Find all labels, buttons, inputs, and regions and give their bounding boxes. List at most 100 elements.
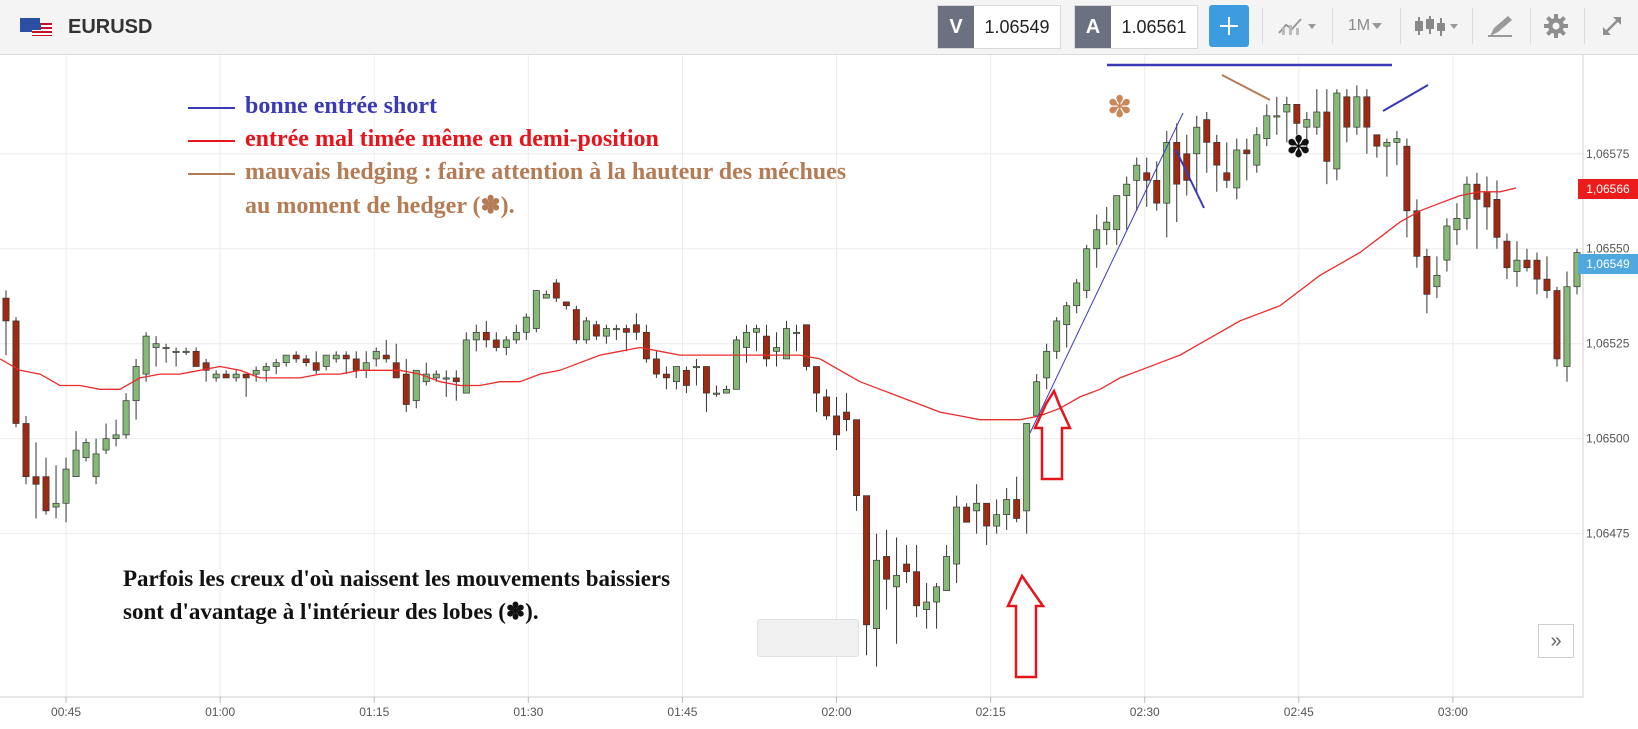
time-tick-label: 01:00 bbox=[205, 705, 235, 719]
candle bbox=[1083, 244, 1091, 299]
time-tick-label: 01:30 bbox=[513, 705, 543, 719]
candle bbox=[1543, 256, 1551, 299]
candle-body-up bbox=[1253, 134, 1261, 166]
timeframe-dropdown[interactable]: 1M bbox=[1340, 5, 1392, 47]
candle-body-up bbox=[1513, 259, 1521, 272]
candle-body-up bbox=[1033, 381, 1041, 417]
crosshair-button[interactable] bbox=[1209, 5, 1249, 47]
candle bbox=[1423, 248, 1431, 314]
candle bbox=[713, 385, 720, 397]
candle bbox=[993, 499, 1001, 534]
candle-body-up bbox=[52, 502, 60, 508]
candle-body-up bbox=[1023, 423, 1031, 512]
candle bbox=[823, 389, 830, 420]
candle bbox=[1313, 89, 1321, 135]
candle-body-up bbox=[1283, 104, 1291, 113]
candle-body-up bbox=[182, 350, 190, 353]
time-tick-label: 01:15 bbox=[359, 705, 389, 719]
candle-body-up bbox=[332, 354, 340, 360]
settings-button[interactable] bbox=[1536, 5, 1576, 47]
candle bbox=[552, 279, 560, 302]
candle-body-up bbox=[522, 316, 530, 333]
candle bbox=[1493, 180, 1501, 249]
candle-body-up bbox=[1043, 350, 1051, 379]
candle-body-up bbox=[1463, 183, 1471, 219]
candle bbox=[292, 351, 300, 363]
candle bbox=[1473, 172, 1481, 249]
candle-body-down bbox=[1483, 191, 1491, 208]
candle bbox=[883, 529, 891, 610]
candle-body-up bbox=[542, 293, 550, 299]
candle-body-up bbox=[1113, 195, 1121, 231]
candle bbox=[1043, 343, 1051, 390]
candle bbox=[953, 495, 961, 584]
time-tick-label: 00:45 bbox=[51, 705, 81, 719]
candle-body-down bbox=[302, 358, 310, 364]
candlestick-icon bbox=[1415, 16, 1458, 36]
candle bbox=[753, 324, 760, 352]
candle-body-down bbox=[1503, 240, 1511, 269]
candle-body-down bbox=[382, 354, 390, 360]
candle-body-down bbox=[1213, 142, 1221, 166]
candle bbox=[853, 419, 860, 511]
candle-body-down bbox=[1173, 142, 1181, 185]
hidden-panel bbox=[757, 619, 859, 657]
indicators-button[interactable] bbox=[1272, 5, 1322, 47]
candle bbox=[692, 358, 700, 386]
candle bbox=[222, 370, 230, 379]
candle bbox=[1173, 123, 1181, 223]
ask-value: 1.06561 bbox=[1121, 16, 1187, 37]
candle bbox=[1553, 286, 1561, 367]
candle-body-up bbox=[743, 331, 750, 348]
candle-body-down bbox=[22, 423, 30, 478]
candle bbox=[773, 332, 780, 367]
lobe-star-marker: ✽ bbox=[1286, 130, 1312, 165]
candle bbox=[1483, 176, 1491, 230]
candle bbox=[662, 366, 670, 390]
candle-body-up bbox=[472, 331, 480, 341]
note-line-1: Parfois les creux d'où naissent les mouv… bbox=[123, 566, 671, 591]
candle bbox=[1363, 89, 1371, 154]
fullscreen-button[interactable] bbox=[1592, 5, 1632, 47]
candle bbox=[1213, 134, 1221, 192]
candle bbox=[442, 370, 450, 397]
bid-price-box[interactable]: V 1.06549 bbox=[937, 5, 1061, 49]
candle-body-down bbox=[803, 324, 810, 367]
candle bbox=[913, 545, 921, 618]
candle-body-down bbox=[1533, 259, 1541, 280]
scroll-to-latest-button[interactable]: » bbox=[1538, 624, 1574, 658]
candle bbox=[1333, 89, 1341, 181]
candle bbox=[92, 438, 100, 485]
candle-body-down bbox=[1543, 278, 1551, 291]
candle bbox=[1203, 111, 1211, 173]
chart-toolbar: EURUSD V 1.06549 A 1.06561 1M bbox=[0, 0, 1638, 55]
candle bbox=[833, 396, 840, 451]
price-tick-label: 1,06550 bbox=[1586, 242, 1630, 256]
short-entry-line-1 bbox=[1175, 149, 1205, 209]
candle bbox=[1023, 423, 1031, 534]
candle-body-up bbox=[612, 328, 620, 331]
candle bbox=[542, 290, 550, 299]
symbol-selector[interactable]: EURUSD bbox=[20, 14, 152, 40]
candle-body-down bbox=[342, 354, 350, 360]
candle bbox=[1153, 161, 1161, 211]
candle-body-up bbox=[1053, 320, 1061, 352]
candle-body-down bbox=[1413, 210, 1421, 257]
candle-body-up bbox=[1273, 115, 1281, 118]
candle bbox=[743, 324, 750, 363]
chart-type-button[interactable] bbox=[1408, 5, 1464, 47]
candle-body-down bbox=[1203, 119, 1211, 143]
candle-body-up bbox=[873, 559, 881, 629]
ask-price-box[interactable]: A 1.06561 bbox=[1074, 5, 1198, 49]
candle bbox=[963, 503, 971, 523]
candle bbox=[973, 484, 981, 534]
candle bbox=[1343, 89, 1351, 143]
candle bbox=[582, 317, 590, 344]
candle bbox=[332, 351, 340, 363]
draw-tools-button[interactable] bbox=[1480, 5, 1520, 47]
candle-body-down bbox=[222, 373, 230, 379]
candle-body-up bbox=[602, 328, 610, 337]
price-chart[interactable]: 1,06475 1,06500 1,06525 1,06550 1,06575 00:4… bbox=[0, 55, 1638, 729]
candle-body-up bbox=[442, 377, 450, 380]
candle bbox=[1193, 115, 1201, 192]
